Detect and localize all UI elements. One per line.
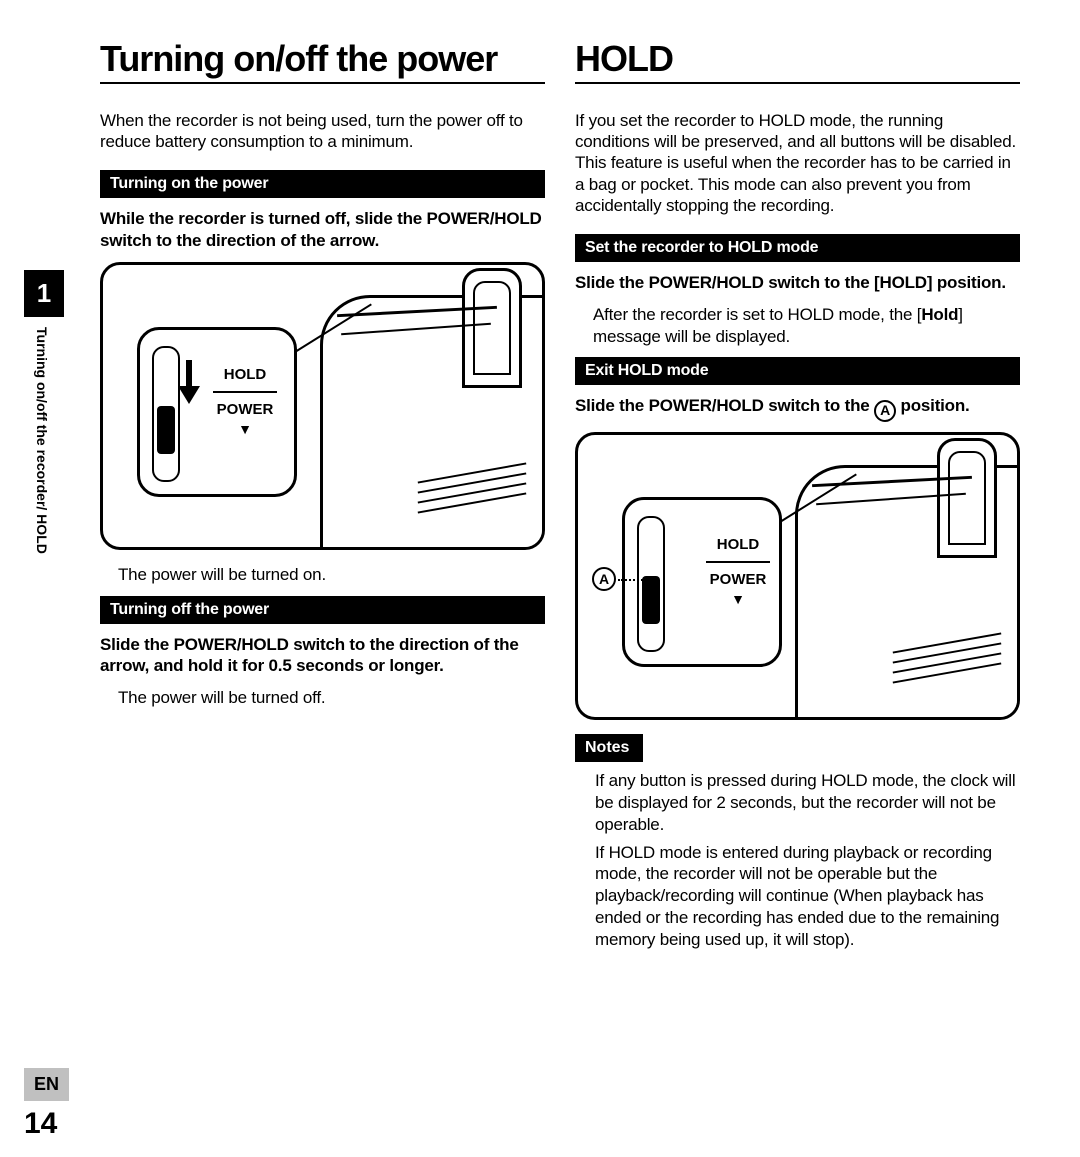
left-column: Turning on/off the power When the record… bbox=[100, 40, 545, 956]
down-arrow-icon: ▼ bbox=[200, 422, 290, 436]
text: After the recorder is set to HOLD mode, … bbox=[593, 305, 921, 324]
label-power: POWER bbox=[200, 401, 290, 418]
illustration-hold: HOLD POWER ▼ A bbox=[575, 432, 1020, 720]
circle-a-marker: A bbox=[592, 567, 616, 591]
illustration-power: HOLD POWER ▼ bbox=[100, 262, 545, 550]
text: While the recorder is turned off, slide … bbox=[100, 209, 427, 228]
right-bar-set: Set the recorder to HOLD mode bbox=[575, 234, 1020, 262]
left-result-off: The power will be turned off. bbox=[118, 687, 545, 709]
label-hold: HOLD bbox=[693, 536, 783, 553]
text: Slide the bbox=[575, 396, 649, 415]
left-intro: When the recorder is not being used, tur… bbox=[100, 110, 545, 153]
page-number: 14 bbox=[24, 1107, 69, 1141]
left-result-on: The power will be turned on. bbox=[118, 564, 545, 586]
page-footer: EN 14 bbox=[24, 1068, 69, 1141]
circle-a-icon: A bbox=[874, 400, 896, 422]
left-title: Turning on/off the power bbox=[100, 40, 545, 84]
right-title: HOLD bbox=[575, 40, 1020, 84]
label-power: POWER bbox=[693, 571, 783, 588]
text: POWER/HOLD bbox=[649, 273, 764, 292]
text: POWER/HOLD bbox=[649, 396, 764, 415]
text: switch to the direction of the arrow. bbox=[100, 231, 379, 250]
text: ] position. bbox=[927, 273, 1006, 292]
right-instr-set: Slide the POWER/HOLD switch to the [HOLD… bbox=[575, 272, 1020, 294]
note-1: If any button is pressed during HOLD mod… bbox=[595, 770, 1020, 835]
text: Slide the bbox=[100, 635, 174, 654]
text: switch to the bbox=[764, 396, 874, 415]
lang-badge: EN bbox=[24, 1068, 69, 1101]
down-arrow-icon: ▼ bbox=[693, 592, 783, 606]
right-bar-exit: Exit HOLD mode bbox=[575, 357, 1020, 385]
right-column: HOLD If you set the recorder to HOLD mod… bbox=[575, 40, 1020, 956]
running-head: Turning on/off the recorder/ HOLD bbox=[24, 317, 60, 564]
left-instr-on: While the recorder is turned off, slide … bbox=[100, 208, 545, 252]
text: POWER/HOLD bbox=[427, 209, 542, 228]
text: HOLD bbox=[880, 273, 927, 292]
chapter-number: 1 bbox=[24, 270, 64, 317]
note-2: If HOLD mode is entered during playback … bbox=[595, 842, 1020, 951]
label-hold: HOLD bbox=[200, 366, 290, 383]
notes-header: Notes bbox=[575, 734, 643, 762]
left-bar-off: Turning off the power bbox=[100, 596, 545, 624]
chapter-side-tab: 1 Turning on/off the recorder/ HOLD bbox=[24, 270, 64, 620]
text: Hold bbox=[921, 305, 958, 324]
text: switch to the [ bbox=[764, 273, 880, 292]
right-instr-exit: Slide the POWER/HOLD switch to the A pos… bbox=[575, 395, 1020, 422]
left-instr-off: Slide the POWER/HOLD switch to the direc… bbox=[100, 634, 545, 678]
text: POWER/HOLD bbox=[174, 635, 289, 654]
text: Slide the bbox=[575, 273, 649, 292]
right-result-set: After the recorder is set to HOLD mode, … bbox=[593, 304, 1020, 348]
left-bar-on: Turning on the power bbox=[100, 170, 545, 198]
text: position. bbox=[896, 396, 970, 415]
right-intro: If you set the recorder to HOLD mode, th… bbox=[575, 110, 1020, 216]
